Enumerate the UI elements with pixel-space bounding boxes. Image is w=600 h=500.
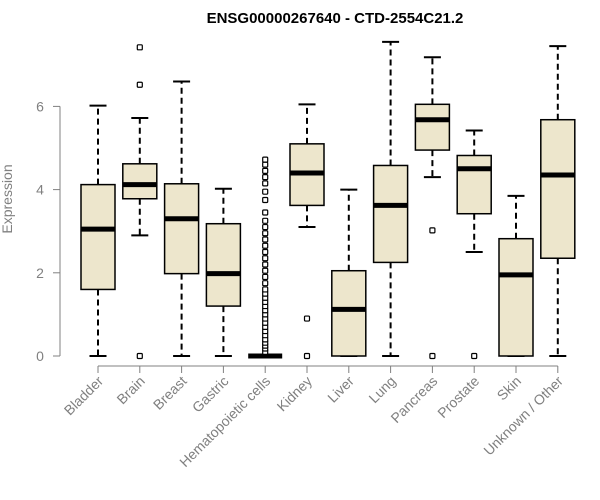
box-iqr [456, 154, 492, 215]
outlier-point [429, 227, 436, 234]
y-axis: 0 2 4 6 [36, 98, 61, 364]
outlier-point [303, 315, 311, 322]
outlier-point [136, 81, 143, 88]
outlier-point [262, 196, 269, 204]
x-tick-label: Lung [365, 373, 398, 406]
x-tick-label: Breast [150, 373, 190, 413]
outlier-point [262, 280, 269, 287]
box-iqr [80, 183, 116, 291]
box-iqr [163, 183, 200, 275]
outlier-point [262, 223, 269, 231]
outlier-point [262, 180, 269, 187]
box-iqr [205, 222, 242, 307]
outlier-point [262, 255, 269, 262]
box-liver [331, 188, 367, 357]
box-iqr [540, 118, 576, 259]
x-tick-label: Kidney [274, 373, 316, 415]
chart-title: ENSG00000267640 - CTD-2554C21.2 [207, 10, 464, 27]
x-tick-label: Liver [324, 373, 357, 406]
x-tick-label: Brain [113, 373, 147, 407]
outlier-point [136, 352, 143, 360]
y-tick-label: 6 [36, 98, 44, 114]
box-bladder [80, 104, 116, 357]
box-brain [122, 44, 158, 360]
outlier-point [303, 352, 311, 360]
box-pancreas [414, 56, 451, 360]
box-iqr [498, 237, 534, 357]
x-tick-label: Skin [494, 373, 525, 404]
outlier-point [471, 352, 478, 360]
boxes-group [80, 40, 576, 360]
outlier-point [262, 230, 269, 237]
box-lung [372, 40, 409, 357]
outlier-point [262, 248, 269, 256]
box-iqr [372, 164, 409, 264]
x-tick-label: Unknown / Other [480, 373, 566, 459]
outlier-point [262, 174, 269, 181]
box-skin [498, 194, 534, 357]
outlier-point [262, 242, 269, 249]
outlier-point [136, 44, 143, 51]
x-tick-label: Bladder [61, 373, 107, 419]
outlier-point [262, 167, 269, 174]
outlier-point [262, 217, 269, 224]
box-iqr [414, 103, 451, 151]
box-prostate [456, 129, 492, 360]
box-gastric [205, 187, 242, 357]
outlier-point [262, 209, 269, 216]
box-breast [163, 80, 200, 357]
box-unknown-other [540, 45, 576, 357]
outlier-point [429, 352, 436, 360]
outlier-point [262, 286, 269, 293]
outlier-point [262, 156, 269, 163]
y-tick-label: 0 [36, 348, 44, 364]
outlier-point [262, 273, 269, 281]
y-axis-label: Expression [0, 164, 15, 233]
outlier-point [262, 261, 269, 268]
outlier-point [262, 161, 269, 168]
outlier-point [262, 236, 269, 243]
box-iqr [331, 269, 367, 357]
box-iqr [122, 163, 158, 200]
box-hematopoietic-cells [248, 156, 283, 359]
y-tick-label: 4 [36, 182, 44, 198]
outlier-point [262, 188, 269, 195]
outlier-point [262, 267, 269, 274]
box-kidney [289, 103, 325, 360]
y-tick-label: 2 [36, 265, 44, 281]
x-tick-label: Prostate [434, 373, 482, 421]
